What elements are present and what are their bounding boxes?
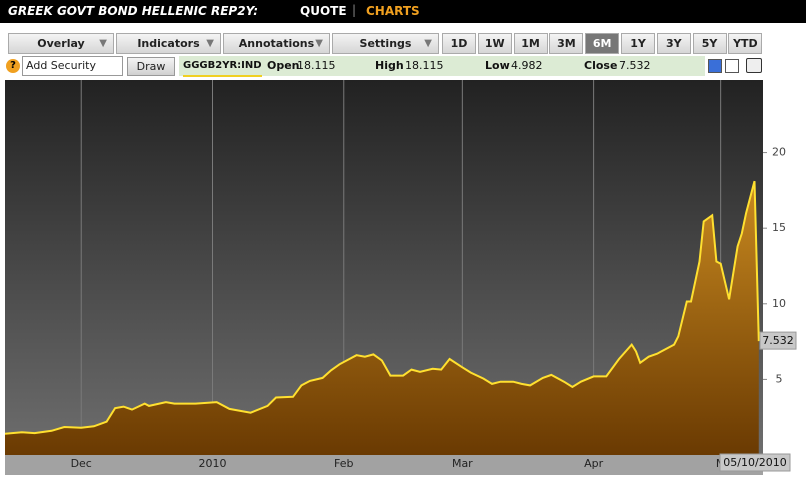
axis-area [763,80,800,455]
quote-value: 4.982 [511,59,543,72]
dropdown-arrow: ▼ [99,38,107,49]
y-tick-label: 5 [776,372,783,385]
y-tick-label: 15 [772,221,786,234]
quote-label: Low [485,59,510,72]
menu-button[interactable]: Annotations ▼ [223,33,330,54]
quote-value: 18.115 [297,59,336,72]
color-toggle[interactable] [725,59,739,73]
range-button[interactable]: 3Y [656,33,691,54]
range-button[interactable]: 3M [549,33,584,54]
header-bar: GREEK GOVT BOND HELLENIC REP2Y: QUOTE | … [0,0,806,23]
tab[interactable]: CHARTS [366,4,420,18]
range-button[interactable]: 1Y [621,33,655,54]
range-button[interactable]: 5Y [692,33,727,54]
range-button[interactable]: 1M [513,33,548,54]
quote-label: High [375,59,404,72]
dropdown-arrow: ▼ [315,38,323,49]
x-tick-label: Mar [452,457,473,470]
last-date-label: 05/10/2010 [723,456,786,469]
menu-label: Indicators [137,37,200,50]
dropdown-arrow: ▼ [424,38,432,49]
quote-value: 18.115 [405,59,444,72]
range-button[interactable]: YTD [728,33,763,54]
divider: | [352,3,357,17]
dropdown-arrow: ▼ [206,38,214,49]
menu-label: Overlay [37,37,85,50]
date-box [719,453,791,472]
x-tick-label: Apr [584,457,604,470]
color-toggle[interactable] [708,59,722,73]
y-tick-label: 10 [772,297,786,310]
draw-button[interactable]: Draw [127,57,175,76]
x-tick-label: Dec [71,457,92,470]
range-button[interactable]: 1D [442,33,476,54]
range-button[interactable]: 6M [585,33,620,54]
range-button[interactable]: 1W [477,33,512,54]
quote-bar [179,56,705,76]
y-tick-label: 20 [772,146,786,159]
quote-label: Open [267,59,300,72]
last-value-box [759,331,797,350]
series-line [4,180,760,435]
title: GREEK GOVT BOND HELLENIC REP2Y: [8,4,259,18]
x-axis-strip [5,455,763,475]
menu-label: Settings [359,37,412,50]
x-tick-label: 2010 [198,457,226,470]
symbol: GGGB2YR:IND [183,57,262,77]
security-input[interactable]: Add Security [22,56,123,76]
quote-label: Close [584,59,618,72]
help-icon[interactable]: ? [6,59,20,73]
menu-button[interactable]: Overlay ▼ [8,33,114,54]
last-value-label: 7.532 [762,334,794,347]
print-icon[interactable] [746,58,762,73]
menu-label: Annotations [238,37,315,50]
menu-button[interactable]: Settings ▼ [332,33,439,54]
x-tick-label: Feb [334,457,353,470]
menu-button[interactable]: Indicators ▼ [116,33,221,54]
tab[interactable]: QUOTE [300,4,347,18]
quote-value: 7.532 [619,59,651,72]
